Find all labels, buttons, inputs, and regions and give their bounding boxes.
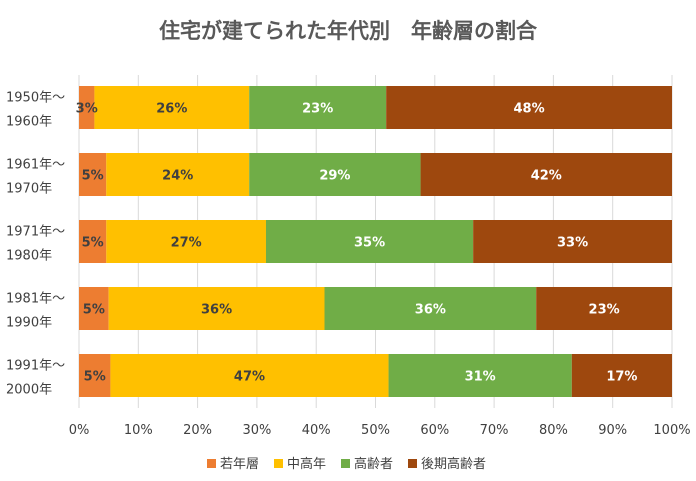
legend-swatch <box>341 459 350 468</box>
data-label: 3% <box>76 102 98 117</box>
data-label: 33% <box>557 236 588 251</box>
category-label: 1971年～ <box>6 225 65 240</box>
chart-title: 住宅が建てられた年代別 年齢層の割合 <box>159 19 538 43</box>
category-label: 1980年 <box>6 249 52 264</box>
legend-swatch <box>207 459 216 468</box>
data-label: 27% <box>171 236 202 251</box>
legend: 若年層 中高年 高齢者 後期高齢者 <box>207 456 486 472</box>
data-label: 23% <box>589 303 620 318</box>
bar-segment <box>106 220 266 263</box>
data-label: 36% <box>415 303 446 318</box>
category-label: 1981年～ <box>6 292 65 307</box>
data-label: 23% <box>302 102 333 117</box>
data-label: 5% <box>84 370 106 385</box>
category-label: 1991年～ <box>6 359 65 374</box>
legend-label: 中高年 <box>287 456 326 472</box>
bar-segment <box>106 153 250 196</box>
data-labels: 3% 26% 23% 48% 5% 24% 29% 42% 5% 27% 35% 33% 5% 36% 36… <box>76 102 638 385</box>
bars <box>79 86 672 397</box>
bar-segment <box>324 287 537 330</box>
legend-swatch <box>274 459 283 468</box>
bar-segment <box>110 354 389 397</box>
data-label: 29% <box>319 169 350 184</box>
bar-segment <box>79 86 95 129</box>
x-tick-label: 60% <box>420 423 449 438</box>
bar-segment <box>386 86 672 129</box>
bar-segment <box>79 220 107 263</box>
bar-segment <box>249 86 387 129</box>
category-label: 1961年～ <box>6 158 65 173</box>
data-label: 5% <box>82 169 104 184</box>
x-tick-label: 30% <box>242 423 271 438</box>
x-tick-label: 100% <box>653 423 690 438</box>
x-tick-label: 10% <box>124 423 153 438</box>
data-label: 5% <box>82 236 104 251</box>
category-label: 1990年 <box>6 316 52 331</box>
bar-segment <box>420 153 672 196</box>
x-tick-label: 80% <box>539 423 568 438</box>
bar-segment <box>265 220 474 263</box>
legend-label: 後期高齢者 <box>421 456 486 472</box>
data-label: 48% <box>514 102 545 117</box>
category-label: 1960年 <box>6 115 52 130</box>
x-tick-label: 50% <box>361 423 390 438</box>
x-tick-label: 20% <box>183 423 212 438</box>
data-label: 35% <box>354 236 385 251</box>
data-label: 24% <box>162 169 193 184</box>
legend-label: 若年層 <box>220 456 259 472</box>
data-label: 26% <box>156 102 187 117</box>
bar-segment <box>79 354 111 397</box>
data-label: 42% <box>531 169 562 184</box>
x-tick-label: 40% <box>302 423 331 438</box>
bar-segment <box>249 153 421 196</box>
bar-segment <box>571 354 672 397</box>
category-label: 2000年 <box>6 383 52 398</box>
legend-label: 高齢者 <box>354 456 393 472</box>
category-label: 1950年～ <box>6 91 65 106</box>
x-tick-label: 0% <box>69 423 90 438</box>
category-label: 1970年 <box>6 182 52 197</box>
bar-segment <box>79 287 109 330</box>
bar-segment <box>473 220 672 263</box>
x-tick-label: 70% <box>480 423 509 438</box>
data-label: 17% <box>606 370 637 385</box>
category-labels: 1950年～ 1960年 1961年～ 1970年 1971年～ 1980年 1981年～ 1… <box>6 91 65 398</box>
data-label: 36% <box>201 303 232 318</box>
bar-segment <box>108 287 325 330</box>
x-axis-ticks: 0% 10% 20% 30% 40% 50% 60% 70% 80% 90% 100% <box>69 423 691 438</box>
bar-segment <box>94 86 250 129</box>
bar-segment <box>388 354 572 397</box>
bar-segment <box>79 153 107 196</box>
legend-swatch <box>408 459 417 468</box>
data-label: 47% <box>234 370 265 385</box>
data-label: 5% <box>83 303 105 318</box>
x-tick-label: 90% <box>598 423 627 438</box>
data-label: 31% <box>465 370 496 385</box>
bar-segment <box>536 287 672 330</box>
